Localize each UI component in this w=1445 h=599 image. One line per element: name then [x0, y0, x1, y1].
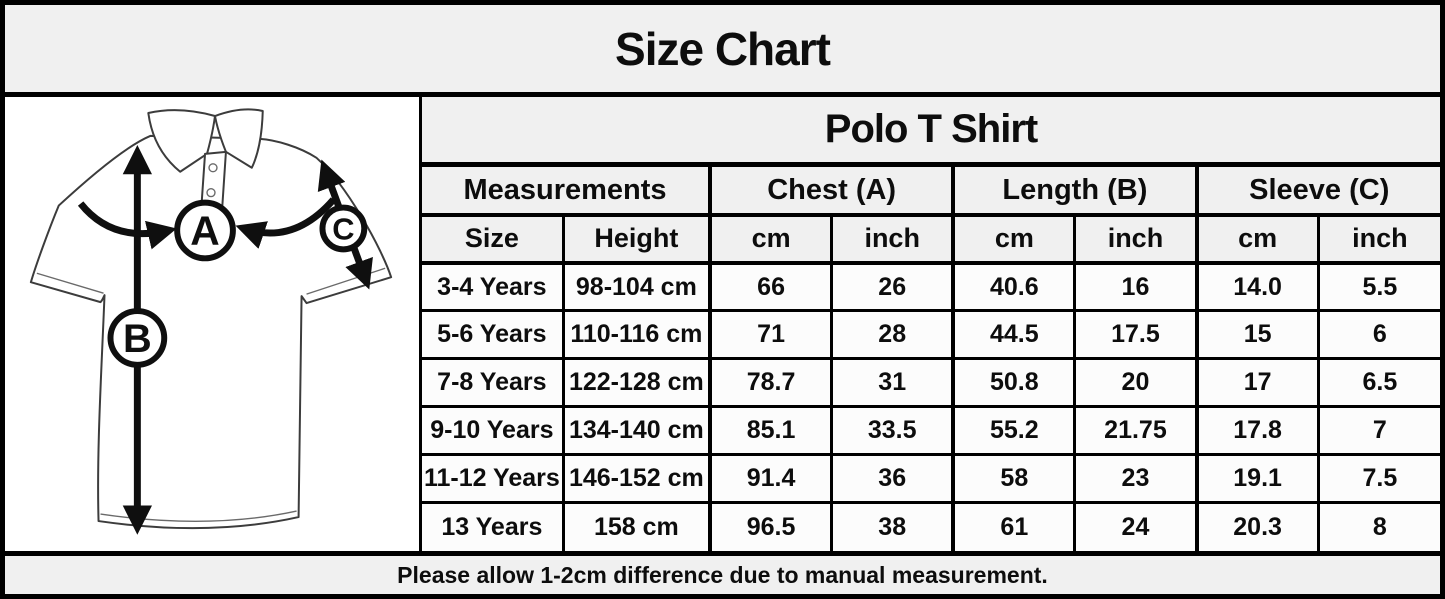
cell-height: 158 cm — [561, 501, 712, 551]
table-row: 3-4 Years 98-104 cm 66 26 40.6 16 14.0 5… — [419, 261, 1440, 313]
header-sleeve-inch: inch — [1316, 213, 1440, 265]
table-row: 7-8 Years 122-128 cm 78.7 31 50.8 20 17 … — [419, 357, 1440, 409]
cell-length-cm: 50.8 — [951, 357, 1077, 409]
cell-chest-cm: 91.4 — [708, 453, 834, 505]
footer-bar: Please allow 1-2cm difference due to man… — [5, 551, 1440, 594]
cell-chest-inch: 38 — [830, 501, 955, 551]
measurement-disclaimer: Please allow 1-2cm difference due to man… — [397, 561, 1048, 588]
cell-sleeve-inch: 7 — [1316, 405, 1440, 457]
chest-badge-circle — [174, 199, 236, 262]
sleeve-label-c: C — [332, 211, 354, 246]
cell-sleeve-inch: 8 — [1316, 501, 1440, 551]
cell-sleeve-inch: 6.5 — [1316, 357, 1440, 409]
cell-length-cm: 61 — [951, 501, 1077, 551]
cell-chest-cm: 78.7 — [708, 357, 834, 409]
cell-sleeve-inch: 7.5 — [1316, 453, 1440, 505]
cell-sleeve-cm: 20.3 — [1194, 501, 1320, 551]
cell-sleeve-cm: 15 — [1194, 309, 1320, 361]
header-length-cm: cm — [951, 213, 1077, 265]
group-header-row: Measurements Chest (A) Length (B) Sleeve… — [419, 163, 1440, 217]
cell-height: 146-152 cm — [561, 453, 712, 505]
cell-length-cm: 40.6 — [951, 261, 1077, 313]
cell-size: 11-12 Years — [419, 453, 565, 505]
cell-size: 9-10 Years — [419, 405, 565, 457]
cell-sleeve-cm: 14.0 — [1194, 261, 1320, 313]
cell-sleeve-cm: 17 — [1194, 357, 1320, 409]
chest-arrow-left — [77, 201, 177, 250]
header-sleeve-cm: cm — [1194, 213, 1320, 265]
cell-length-inch: 16 — [1073, 261, 1199, 313]
cell-length-cm: 55.2 — [951, 405, 1077, 457]
cell-height: 122-128 cm — [561, 357, 712, 409]
cell-length-cm: 44.5 — [951, 309, 1077, 361]
header-sleeve: Sleeve (C) — [1194, 163, 1440, 217]
cell-chest-inch: 28 — [830, 309, 955, 361]
cell-sleeve-cm: 19.1 — [1194, 453, 1320, 505]
header-measurements: Measurements — [419, 163, 712, 217]
subheader-row: Size Height cm inch cm inch cm inch — [419, 213, 1440, 265]
cell-height: 134-140 cm — [561, 405, 712, 457]
shirt-diagram-panel: A B C — [5, 97, 419, 551]
table-row: 5-6 Years 110-116 cm 71 28 44.5 17.5 15 … — [419, 309, 1440, 361]
cell-height: 98-104 cm — [561, 261, 712, 313]
title-bar: Size Chart — [5, 5, 1440, 97]
header-chest: Chest (A) — [708, 163, 955, 217]
header-size: Size — [419, 213, 565, 265]
table-row: 13 Years 158 cm 96.5 38 61 24 20.3 8 — [419, 501, 1440, 551]
cell-chest-inch: 26 — [830, 261, 955, 313]
polo-shirt-measurement-illustration: A B C — [29, 108, 393, 535]
cell-length-inch: 20 — [1073, 357, 1199, 409]
cell-length-cm: 58 — [951, 453, 1077, 505]
content-area: A B C Polo T Shirt Measurements — [5, 97, 1440, 551]
button-top — [208, 163, 218, 173]
length-badge-circle — [107, 308, 168, 368]
cell-chest-inch: 31 — [830, 357, 955, 409]
cell-length-inch: 21.75 — [1073, 405, 1199, 457]
cell-sleeve-inch: 6 — [1316, 309, 1440, 361]
product-title: Polo T Shirt — [419, 97, 1440, 168]
cell-size: 3-4 Years — [419, 261, 565, 313]
button-bottom — [206, 187, 216, 198]
cell-size: 5-6 Years — [419, 309, 565, 361]
cell-height: 110-116 cm — [561, 309, 712, 361]
header-length: Length (B) — [951, 163, 1199, 217]
cell-chest-cm: 96.5 — [708, 501, 834, 551]
cell-chest-cm: 66 — [708, 261, 834, 313]
product-header-row: Polo T Shirt — [419, 97, 1440, 168]
left-cuff-seam — [36, 272, 104, 294]
cell-size: 7-8 Years — [419, 357, 565, 409]
cell-sleeve-inch: 5.5 — [1316, 261, 1440, 313]
table-row: 9-10 Years 134-140 cm 85.1 33.5 55.2 21.… — [419, 405, 1440, 457]
chest-label-a: A — [190, 207, 219, 253]
cell-size: 13 Years — [419, 501, 565, 551]
cell-chest-cm: 71 — [708, 309, 834, 361]
collar-left-flap — [147, 109, 216, 173]
sleeve-badge-circle — [319, 204, 368, 253]
header-length-inch: inch — [1073, 213, 1199, 265]
header-height: Height — [561, 213, 712, 265]
cell-chest-cm: 85.1 — [708, 405, 834, 457]
collar-right-flap — [213, 108, 264, 169]
cell-length-inch: 23 — [1073, 453, 1199, 505]
cell-sleeve-cm: 17.8 — [1194, 405, 1320, 457]
length-label-b: B — [123, 317, 152, 361]
size-table-wrap: Polo T Shirt Measurements Chest (A) Leng… — [419, 97, 1440, 551]
size-chart-table: Polo T Shirt Measurements Chest (A) Leng… — [419, 97, 1440, 551]
cell-length-inch: 24 — [1073, 501, 1199, 551]
cell-length-inch: 17.5 — [1073, 309, 1199, 361]
cell-chest-inch: 33.5 — [830, 405, 955, 457]
table-row: 11-12 Years 146-152 cm 91.4 36 58 23 19.… — [419, 453, 1440, 505]
header-chest-inch: inch — [830, 213, 955, 265]
header-chest-cm: cm — [708, 213, 834, 265]
cell-chest-inch: 36 — [830, 453, 955, 505]
page-title: Size Chart — [615, 22, 831, 75]
